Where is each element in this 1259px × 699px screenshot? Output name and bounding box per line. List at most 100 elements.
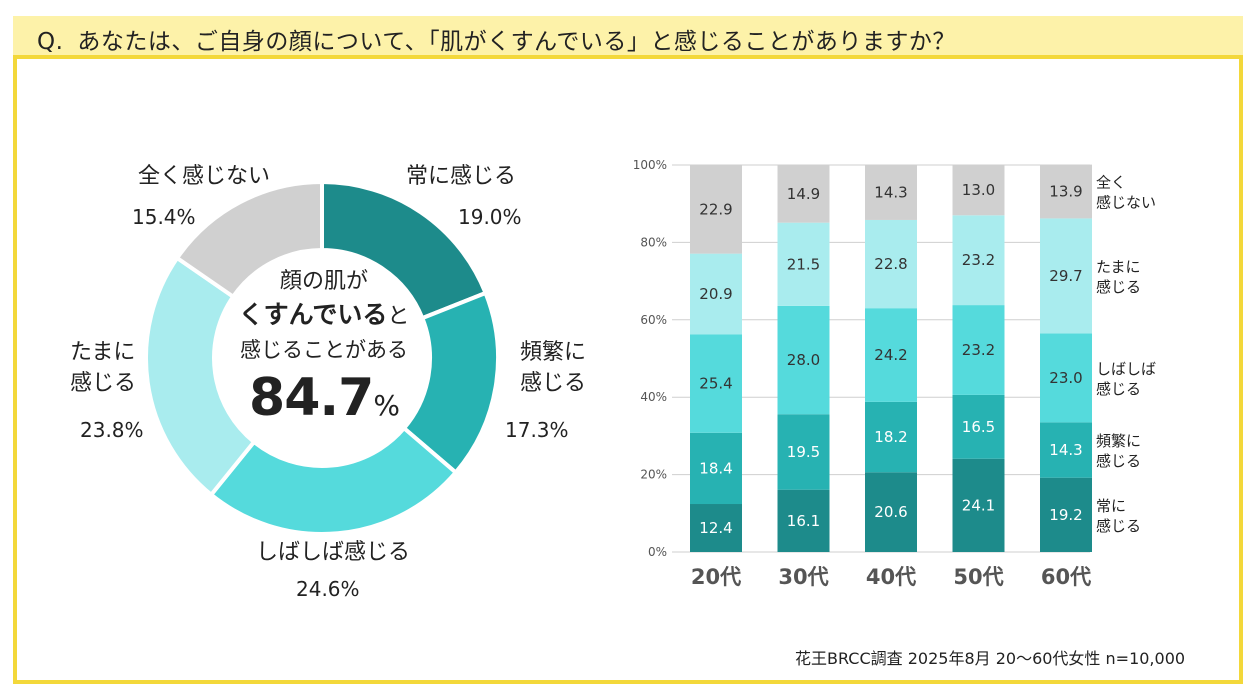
series-legend-always: 感じる — [1096, 517, 1141, 535]
bar-value-label: 18.4 — [699, 459, 732, 477]
bar-value-label: 21.5 — [787, 255, 820, 273]
bar-segment-always — [777, 489, 830, 552]
series-legend-never: 全く — [1096, 174, 1126, 192]
donut-value-sometimes: 23.8% — [80, 418, 144, 442]
bar-segment-often — [1040, 333, 1092, 423]
y-tick-label: 60% — [640, 313, 667, 327]
x-tick-label: 20代 — [691, 565, 741, 589]
bar-segment-sometimes — [865, 219, 917, 309]
bar-value-label: 16.5 — [962, 418, 995, 436]
donut-center-unit: % — [373, 389, 400, 422]
series-legend-always: 常に — [1096, 497, 1126, 515]
donut-value-always: 19.0% — [458, 205, 522, 229]
bar-value-label: 23.2 — [962, 341, 995, 359]
bar-segment-sometimes — [952, 215, 1005, 306]
source-note: 花王BRCC調査 2025年8月 20～60代女性 n=10,000 — [795, 649, 1186, 668]
bar-segment-always — [865, 472, 917, 552]
donut-center-line2: くすんでいると — [226, 298, 422, 334]
bar-value-label: 20.9 — [699, 285, 732, 303]
bar-value-label: 19.5 — [787, 443, 820, 461]
bar-value-label: 25.4 — [699, 375, 732, 393]
bar-value-label: 23.2 — [962, 251, 995, 269]
series-legend-never: 感じない — [1096, 194, 1156, 212]
bar-value-label: 16.1 — [787, 512, 820, 530]
bar-segment-always — [952, 458, 1005, 552]
donut-center-number: 84.7 — [249, 368, 374, 428]
bar-value-label: 29.7 — [1049, 267, 1082, 285]
bar-value-label: 14.3 — [874, 183, 907, 201]
donut-center-rest: と — [387, 304, 410, 329]
x-tick-label: 60代 — [1041, 565, 1091, 589]
bar-value-label: 22.8 — [874, 255, 907, 273]
y-tick-label: 20% — [640, 468, 667, 482]
donut-value-often: 24.6% — [296, 577, 360, 601]
bar-segment-never — [690, 165, 742, 254]
donut-value-frequent: 17.3% — [505, 418, 569, 442]
bar-value-label: 13.9 — [1049, 183, 1082, 201]
bar-value-label: 18.2 — [874, 428, 907, 446]
y-tick-label: 100% — [633, 158, 667, 172]
bar-value-label: 24.1 — [962, 496, 995, 514]
donut-center-value: 84.7% — [226, 366, 422, 438]
series-legend-frequent: 感じる — [1096, 452, 1141, 470]
bar-segment-often — [952, 305, 1005, 395]
donut-label-sometimes-2: 感じる — [70, 371, 137, 396]
bar-segment-frequent — [1040, 422, 1092, 478]
bar-segment-sometimes — [690, 253, 742, 335]
donut-label-frequent-1: 頻繁に — [520, 340, 587, 365]
bar-segment-often — [777, 305, 830, 415]
donut-label-often: しばしば感じる — [256, 540, 411, 565]
y-tick-label: 0% — [648, 545, 667, 559]
donut-segment-never — [174, 179, 324, 300]
donut-label-sometimes-1: たまに — [70, 340, 136, 365]
bar-value-label: 22.9 — [699, 200, 732, 218]
bar-value-label: 20.6 — [874, 503, 907, 521]
bar-segment-frequent — [865, 401, 917, 473]
x-tick-label: 30代 — [778, 565, 828, 589]
question-prefix: Q. — [37, 29, 64, 55]
bar-segment-never — [1040, 164, 1092, 219]
y-tick-label: 80% — [640, 235, 667, 249]
bar-value-label: 23.0 — [1049, 369, 1082, 387]
donut-segment-often — [208, 425, 459, 536]
bar-segment-sometimes — [1040, 218, 1092, 334]
bar-segment-sometimes — [777, 222, 830, 306]
content-frame — [13, 55, 1243, 684]
donut-label-always: 常に感じる — [406, 164, 517, 189]
question-text: Q. あなたは、ご自身の顔について、「肌がくすんでいる」と感じることがありますか？ — [37, 22, 956, 56]
y-tick-label: 40% — [640, 390, 667, 404]
question-body: あなたは、ご自身の顔について、「肌がくすんでいる」と感じることがありますか？ — [77, 29, 956, 55]
bar-value-label: 13.0 — [962, 181, 995, 199]
bar-value-label: 28.0 — [787, 351, 820, 369]
bar-value-label: 12.4 — [699, 519, 732, 537]
bar-value-label: 24.2 — [874, 346, 907, 364]
x-tick-label: 40代 — [866, 565, 916, 589]
bar-value-label: 14.9 — [787, 185, 820, 203]
bar-segment-always — [690, 504, 742, 552]
bar-segment-often — [690, 334, 742, 433]
bar-segment-frequent — [952, 394, 1005, 459]
bar-segment-never — [952, 165, 1005, 216]
bar-segment-never — [865, 164, 917, 220]
donut-center-bold: くすんでいる — [238, 300, 388, 329]
bar-segment-always — [1040, 477, 1092, 552]
question-bar: Q. あなたは、ご自身の顔について、「肌がくすんでいる」と感じることがありますか？ — [13, 16, 1243, 58]
donut-center: 顔の肌が くすんでいると 感じることがある 84.7% — [226, 266, 422, 438]
donut-segment-sometimes — [144, 255, 257, 498]
series-legend-often: しばしば — [1096, 360, 1156, 378]
donut-label-never: 全く感じない — [138, 164, 271, 189]
bar-segment-frequent — [777, 414, 830, 490]
series-legend-sometimes: 感じる — [1096, 278, 1141, 296]
donut-label-frequent-2: 感じる — [520, 371, 587, 396]
series-legend-frequent: 頻繁に — [1096, 432, 1141, 450]
bar-segment-never — [777, 165, 830, 223]
donut-value-never: 15.4% — [132, 205, 196, 229]
bar-value-label: 19.2 — [1049, 506, 1082, 524]
bar-segment-frequent — [690, 432, 742, 505]
donut-center-line3: 感じることがある — [240, 338, 408, 362]
series-legend-often: 感じる — [1096, 380, 1141, 398]
bar-value-label: 14.3 — [1049, 441, 1082, 459]
x-tick-label: 50代 — [953, 565, 1003, 589]
